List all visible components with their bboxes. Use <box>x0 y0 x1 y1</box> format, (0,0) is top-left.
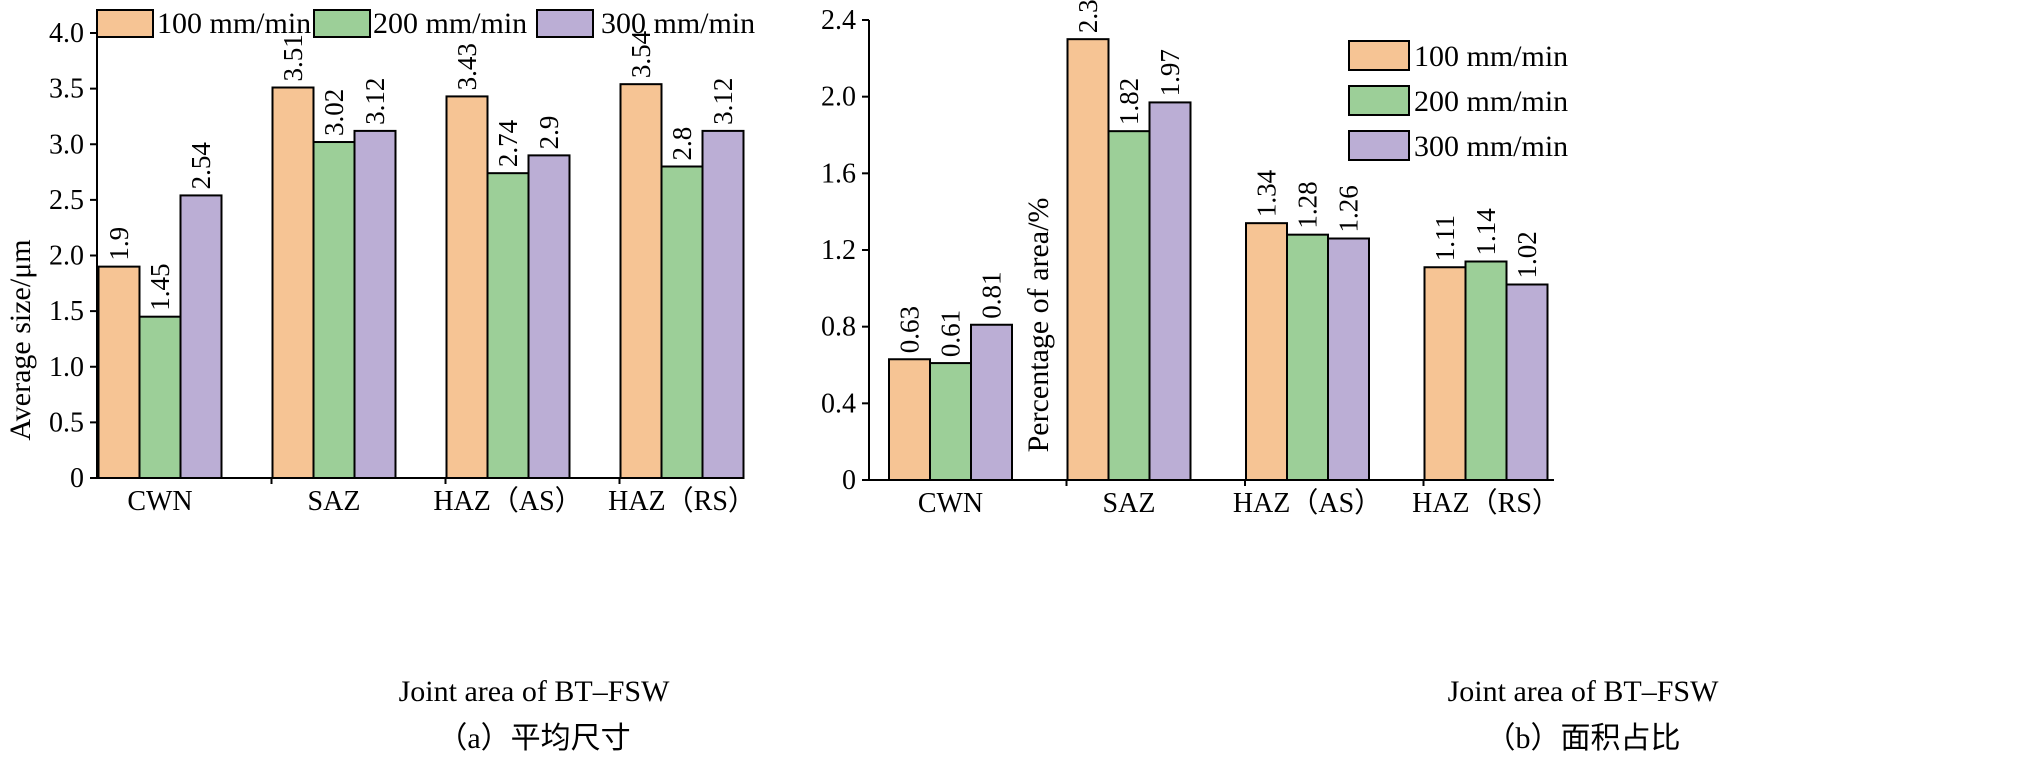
chart-a-y-tick-label: 1.5 <box>49 296 84 327</box>
chart-b-bar-value-label: 2.3 <box>1073 0 1103 33</box>
chart-b-y-tick-label: 2.4 <box>821 5 856 36</box>
chart-b-xlabel: Joint area of BT–FSW <box>1448 675 1719 708</box>
chart-a-y-tick-label: 4.0 <box>49 18 84 49</box>
chart-a-bar <box>312 141 356 479</box>
chart-a-y-tick-label: 3.5 <box>49 74 84 105</box>
chart-b-bar-value-label: 0.63 <box>895 306 925 353</box>
chart-a-y-tick-label: 2.5 <box>49 185 84 216</box>
chart-a-category-label: HAZ（AS） <box>433 485 582 517</box>
chart-a-bar <box>445 95 489 479</box>
chart-a-y-tick-label: 3.0 <box>49 129 84 160</box>
chart-a-bar <box>527 154 571 479</box>
chart-a-bar <box>701 129 745 479</box>
chart-b-y-tick-label: 1.6 <box>821 158 856 189</box>
chart-a-y-tick-label: 0 <box>70 463 84 494</box>
chart-a-category-label: CWN <box>127 486 192 517</box>
chart-b-bar <box>1464 260 1508 481</box>
chart-b-legend-label: 300 mm/min <box>1414 130 1568 163</box>
chart-area-percentage: Percentage of area/% Joint area of BT–FS… <box>821 0 1719 755</box>
chart-b-bar <box>1505 283 1549 481</box>
chart-a-ylabel: Average size/μm <box>4 239 37 440</box>
chart-a-xlabel: Joint area of BT–FSW <box>399 675 670 708</box>
chart-a-bar-value-label: 3.43 <box>452 43 482 90</box>
chart-b-y-tick-label: 0.8 <box>821 312 856 343</box>
chart-a-legend-swatch <box>313 9 371 38</box>
chart-b-category-label: CWN <box>918 488 983 519</box>
chart-a-bar-value-label: 2.9 <box>534 116 564 150</box>
chart-a-bar-value-label: 3.12 <box>708 78 738 125</box>
chart-b-bar-value-label: 1.97 <box>1155 49 1185 96</box>
chart-b-legend-swatch <box>1348 85 1410 116</box>
chart-a-legend-label: 100 mm/min <box>157 7 311 40</box>
chart-a-category-label: HAZ（RS） <box>608 485 756 517</box>
chart-a-legend-swatch <box>96 9 154 38</box>
chart-a-bar-value-label: 3.02 <box>319 89 349 136</box>
chart-a-y-tick-label: 2.0 <box>49 241 84 272</box>
chart-a-bar-value-label: 3.54 <box>626 30 656 78</box>
chart-a-category-label: SAZ <box>308 486 361 517</box>
chart-a-bar-value-label: 2.74 <box>493 119 523 167</box>
chart-b-y-tick-label: 1.2 <box>821 235 856 266</box>
chart-b-bar <box>1423 266 1467 481</box>
chart-b-bar <box>1148 101 1192 482</box>
chart-a-y-tick-label: 1.0 <box>49 352 84 383</box>
chart-b-bar <box>1286 233 1329 481</box>
chart-b-category-label: SAZ <box>1103 488 1156 519</box>
chart-b-bar-value-label: 1.26 <box>1334 185 1364 232</box>
chart-average-size: Average size/μm Joint area of BT–FSW （a）… <box>4 7 756 755</box>
chart-b-bar-value-label: 0.61 <box>936 310 966 357</box>
chart-b-legend-swatch <box>1348 130 1410 161</box>
chart-a-bar <box>97 265 141 479</box>
chart-b-bar <box>1066 38 1110 482</box>
chart-b-bar <box>970 323 1013 481</box>
chart-a-y-tick-label: 0.5 <box>49 407 84 438</box>
chart-b-bar <box>1107 130 1151 482</box>
chart-a-bar <box>179 194 223 480</box>
chart-b-bar <box>1245 222 1288 482</box>
chart-b-bar <box>929 362 972 482</box>
chart-a-bar-value-label: 3.51 <box>278 34 308 81</box>
chart-a-bar <box>619 83 663 480</box>
chart-b-bar-value-label: 1.11 <box>1430 215 1460 261</box>
chart-a-legend-swatch <box>536 9 594 38</box>
chart-b-ylabel: Percentage of area/% <box>1022 198 1055 453</box>
chart-b-bar-value-label: 0.81 <box>977 272 1007 319</box>
chart-a-bar-value-label: 1.9 <box>104 227 134 261</box>
chart-b-legend-label: 200 mm/min <box>1414 85 1568 118</box>
chart-a-bar-value-label: 3.12 <box>360 78 390 125</box>
chart-b-bar-value-label: 1.28 <box>1293 181 1323 228</box>
chart-b-bar <box>1327 237 1370 481</box>
chart-a-bar-value-label: 2.54 <box>186 142 216 190</box>
chart-a-legend-label: 200 mm/min <box>373 7 527 40</box>
chart-a-bar <box>353 129 397 479</box>
chart-a-caption: （a）平均尺寸 <box>437 722 630 755</box>
chart-b-bar-value-label: 1.82 <box>1114 78 1144 125</box>
chart-b-caption: （b）面积占比 <box>1486 722 1681 755</box>
chart-b-y-tick-label: 0 <box>842 465 856 496</box>
chart-b-bar-value-label: 1.34 <box>1252 169 1282 217</box>
chart-b-legend-swatch <box>1348 40 1410 71</box>
chart-b-y-tick-label: 2.0 <box>821 82 856 113</box>
chart-a-bar-value-label: 1.45 <box>145 263 175 310</box>
chart-b-y-tick-label: 0.4 <box>821 388 856 419</box>
chart-a-bar <box>486 172 530 480</box>
chart-a-bar-value-label: 2.8 <box>667 127 697 161</box>
chart-b-category-label: HAZ（RS） <box>1412 487 1560 519</box>
chart-a-bar <box>138 315 182 479</box>
chart-a-legend-label: 300 mm/min <box>601 7 755 40</box>
chart-b-category-label: HAZ（AS） <box>1233 487 1382 519</box>
chart-a-bar <box>660 165 704 479</box>
chart-a-bar <box>271 86 315 479</box>
chart-b-bar-value-label: 1.02 <box>1512 231 1542 278</box>
chart-b-bar <box>888 358 931 481</box>
chart-b-bar-value-label: 1.14 <box>1471 208 1501 256</box>
chart-b-legend-label: 100 mm/min <box>1414 40 1568 73</box>
